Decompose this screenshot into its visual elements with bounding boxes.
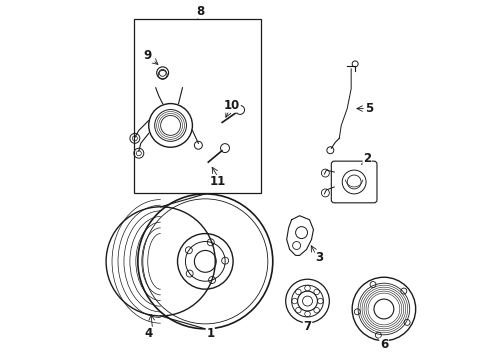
Text: 8: 8 [196,5,204,18]
Text: 6: 6 [380,338,388,351]
Text: 1: 1 [206,327,214,340]
Text: 9: 9 [144,49,152,63]
Text: 3: 3 [316,251,323,264]
Polygon shape [287,216,314,255]
Text: 2: 2 [363,152,371,165]
Text: 7: 7 [303,320,312,333]
Text: 5: 5 [365,102,373,115]
Text: 10: 10 [224,99,240,112]
Text: 4: 4 [145,327,153,340]
Bar [134,19,261,193]
Text: 11: 11 [210,175,226,189]
FancyBboxPatch shape [331,161,377,203]
